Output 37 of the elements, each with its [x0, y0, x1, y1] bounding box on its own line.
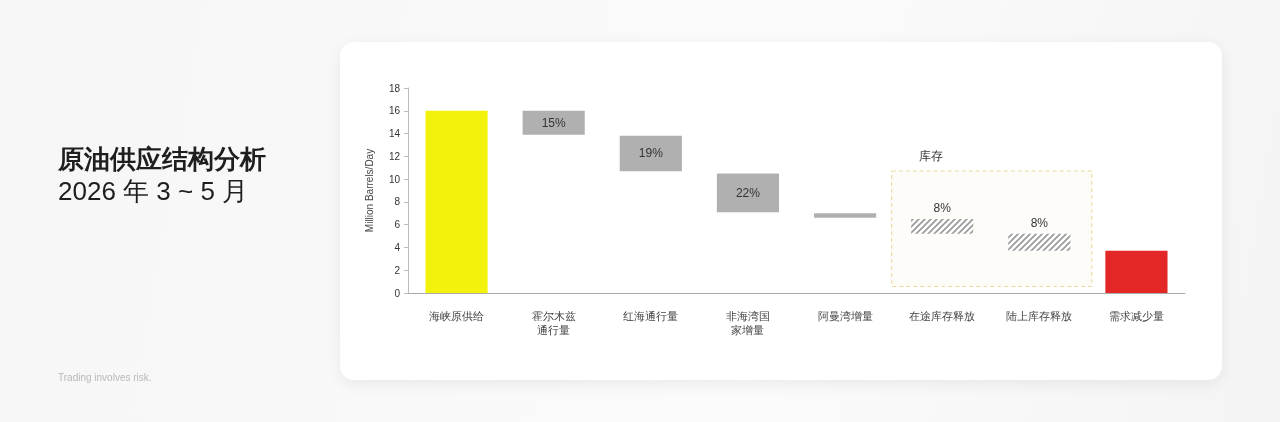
y-tick-label: 4 — [394, 241, 401, 253]
bar — [1008, 233, 1071, 251]
bar — [813, 213, 877, 218]
x-tick-label: 陆上库存释放 — [1006, 310, 1073, 322]
x-tick-label: 红海通行量 — [623, 310, 679, 322]
annotation: 8% — [1030, 215, 1049, 230]
annotation: 19% — [638, 146, 664, 161]
bar — [911, 218, 974, 234]
text: Trading involves risk. — [58, 371, 152, 385]
text: 2026 年 3 ~ 5 月 — [58, 176, 249, 206]
y-tick-label: 14 — [388, 128, 401, 140]
x-tick-label: 在途库存释放 — [909, 310, 976, 322]
y-tick-label: 6 — [394, 219, 401, 231]
bar — [716, 173, 780, 213]
text: 原油供应结构分析 — [58, 144, 266, 174]
bar — [619, 135, 682, 172]
y-tick-label: 0 — [394, 287, 401, 299]
x-tick-label: 阿曼湾增量 — [817, 310, 873, 322]
y-tick-label: 12 — [388, 150, 401, 162]
annotation: 22% — [735, 185, 761, 200]
band-label: 库存 — [918, 149, 943, 164]
annotation: 15% — [541, 115, 567, 130]
bar — [522, 110, 585, 135]
x-tick-label: 非海湾国家增量 — [725, 310, 770, 336]
x-tick-label: 霍尔木兹通行量 — [531, 310, 576, 336]
bar — [425, 110, 488, 293]
y-tick-label: 2 — [394, 264, 401, 276]
y-tick-label: 8 — [394, 196, 401, 208]
x-tick-label: 需求减少量 — [1108, 310, 1164, 322]
y-tick-label: 10 — [388, 173, 401, 185]
card: 库存 Million Barrels/Day 0 2 4 6 8 10 12 14 16 18 海峡原供给 霍尔木兹通行量 红海通行量 非海湾国家增量 阿曼湾增量 在途库存释放 陆上库存释放 需求减少量 15% 19% 22% 8% 8% — [340, 42, 1222, 380]
y-tick-label: 16 — [388, 105, 401, 117]
bar — [1105, 250, 1168, 293]
y-axis-title: Million Barrels/Day — [363, 148, 375, 233]
annotation: 8% — [933, 200, 952, 215]
x-tick-label: 海峡原供给 — [429, 310, 485, 322]
y-tick-label: 18 — [388, 82, 401, 94]
